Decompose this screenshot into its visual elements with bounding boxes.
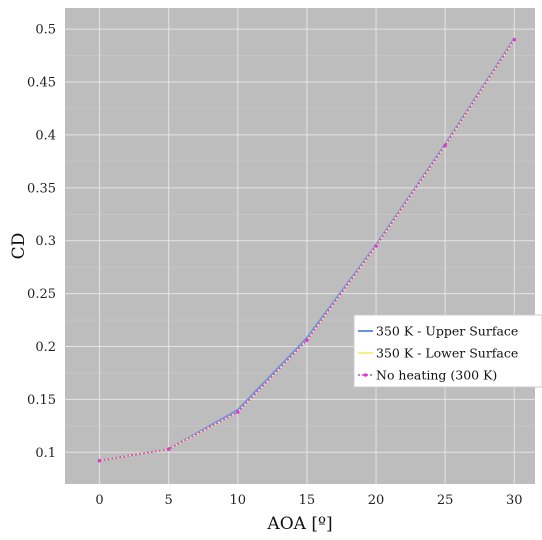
x-tick-label: 5 (165, 493, 173, 508)
data-point (305, 338, 309, 342)
y-tick-label: 0.15 (27, 393, 56, 408)
grid-lines (65, 8, 535, 484)
y-tick-label: 0.45 (27, 76, 56, 91)
legend-box (353, 314, 542, 388)
data-point (97, 458, 102, 463)
y-tick-label: 0.1 (35, 446, 56, 461)
y-axis-title: CD (9, 233, 29, 260)
x-tick-label: 25 (437, 493, 454, 508)
y-tick-label: 0.3 (35, 234, 56, 249)
x-tick-label: 15 (299, 493, 316, 508)
legend-label: No heating (300 K) (376, 368, 497, 383)
y-tick-label: 0.4 (35, 128, 56, 143)
x-tick-label: 20 (368, 493, 385, 508)
x-tick-label: 10 (230, 493, 247, 508)
x-axis-title: AOA [º] (266, 514, 332, 534)
plot-background (65, 8, 535, 484)
data-point (443, 143, 447, 148)
legend-label: 350 K - Lower Surface (376, 346, 518, 361)
legend-label: 350 K - Upper Surface (376, 324, 518, 339)
y-axis-ticks: 0.1 0.15 0.2 0.25 0.3 0.35 0.4 0.45 0.5 (27, 23, 56, 461)
data-point (374, 244, 378, 248)
legend: 350 K - Upper Surface 350 K - Lower Surfa… (353, 314, 542, 388)
x-axis-ticks: 0 5 10 15 20 25 30 (95, 493, 522, 508)
y-tick-label: 0.2 (35, 340, 56, 355)
series-markers (97, 37, 517, 463)
x-tick-label: 0 (95, 493, 103, 508)
y-tick-label: 0.35 (27, 181, 56, 196)
y-tick-label: 0.5 (35, 23, 56, 38)
x-tick-label: 30 (506, 493, 523, 508)
data-point (235, 410, 240, 414)
data-point (512, 37, 517, 42)
data-point (166, 447, 171, 451)
y-tick-label: 0.25 (27, 287, 56, 302)
legend-marker (363, 373, 368, 377)
